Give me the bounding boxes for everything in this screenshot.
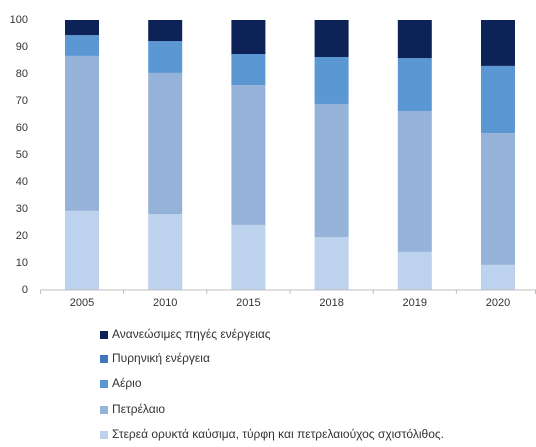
bar-segment (65, 55, 99, 211)
legend-swatch (100, 431, 108, 439)
y-tick-label: 100 (10, 14, 28, 26)
y-tick-label: 0 (22, 284, 28, 296)
legend-label: Ανανεώσιμες πηγές ενέργειας (112, 327, 271, 341)
y-tick-label: 70 (16, 95, 28, 107)
bar-segment (148, 214, 183, 290)
legend-swatch (100, 331, 108, 339)
bar-segment (65, 20, 99, 36)
bar-segment (481, 133, 515, 265)
bar-segment (397, 20, 432, 59)
bar-segment (65, 210, 99, 290)
bar-segment (148, 41, 183, 73)
legend-swatch (100, 380, 108, 388)
x-tick-label: 2019 (403, 297, 427, 309)
legend-label: Αέριο (112, 376, 142, 390)
bar-segment (231, 85, 266, 225)
x-tick-label: 2015 (236, 297, 260, 309)
bar-segment (314, 20, 349, 57)
x-tick-label: 2010 (153, 297, 177, 309)
y-tick-label: 40 (16, 176, 28, 188)
bar-segment (314, 103, 349, 238)
y-tick-label: 10 (16, 257, 28, 269)
y-tick-label: 50 (16, 149, 28, 161)
bar-segment (231, 54, 266, 86)
bar-segment (65, 35, 99, 56)
legend-swatch (100, 355, 108, 363)
bar-segment (314, 237, 349, 290)
bar-segment (481, 20, 515, 66)
legend-label: Πετρέλαιο (112, 402, 165, 416)
bar-segment (481, 65, 515, 134)
bar-segment (148, 20, 183, 42)
bar-segment (231, 20, 266, 55)
legend-swatch (100, 406, 108, 414)
bar-segment (397, 110, 432, 252)
legend-label: Πυρηνική ενέργεια (112, 351, 210, 365)
x-tick-label: 2020 (486, 297, 510, 309)
y-tick-label: 30 (16, 203, 28, 215)
y-tick-label: 20 (16, 230, 28, 242)
bar-segment (481, 264, 515, 290)
bar-segment (397, 251, 432, 290)
bar-segment (148, 72, 183, 215)
legend-label: Στερεά ορυκτά καύσιμα, τύρφη και πετρελα… (112, 427, 444, 441)
y-tick-label: 90 (16, 41, 28, 53)
bar-segment (397, 58, 432, 111)
bar-segment (314, 56, 349, 104)
y-tick-label: 80 (16, 68, 28, 80)
bar-segment (231, 224, 266, 290)
y-tick-label: 60 (16, 122, 28, 134)
x-tick-label: 2005 (70, 297, 94, 309)
x-tick-label: 2018 (319, 297, 343, 309)
